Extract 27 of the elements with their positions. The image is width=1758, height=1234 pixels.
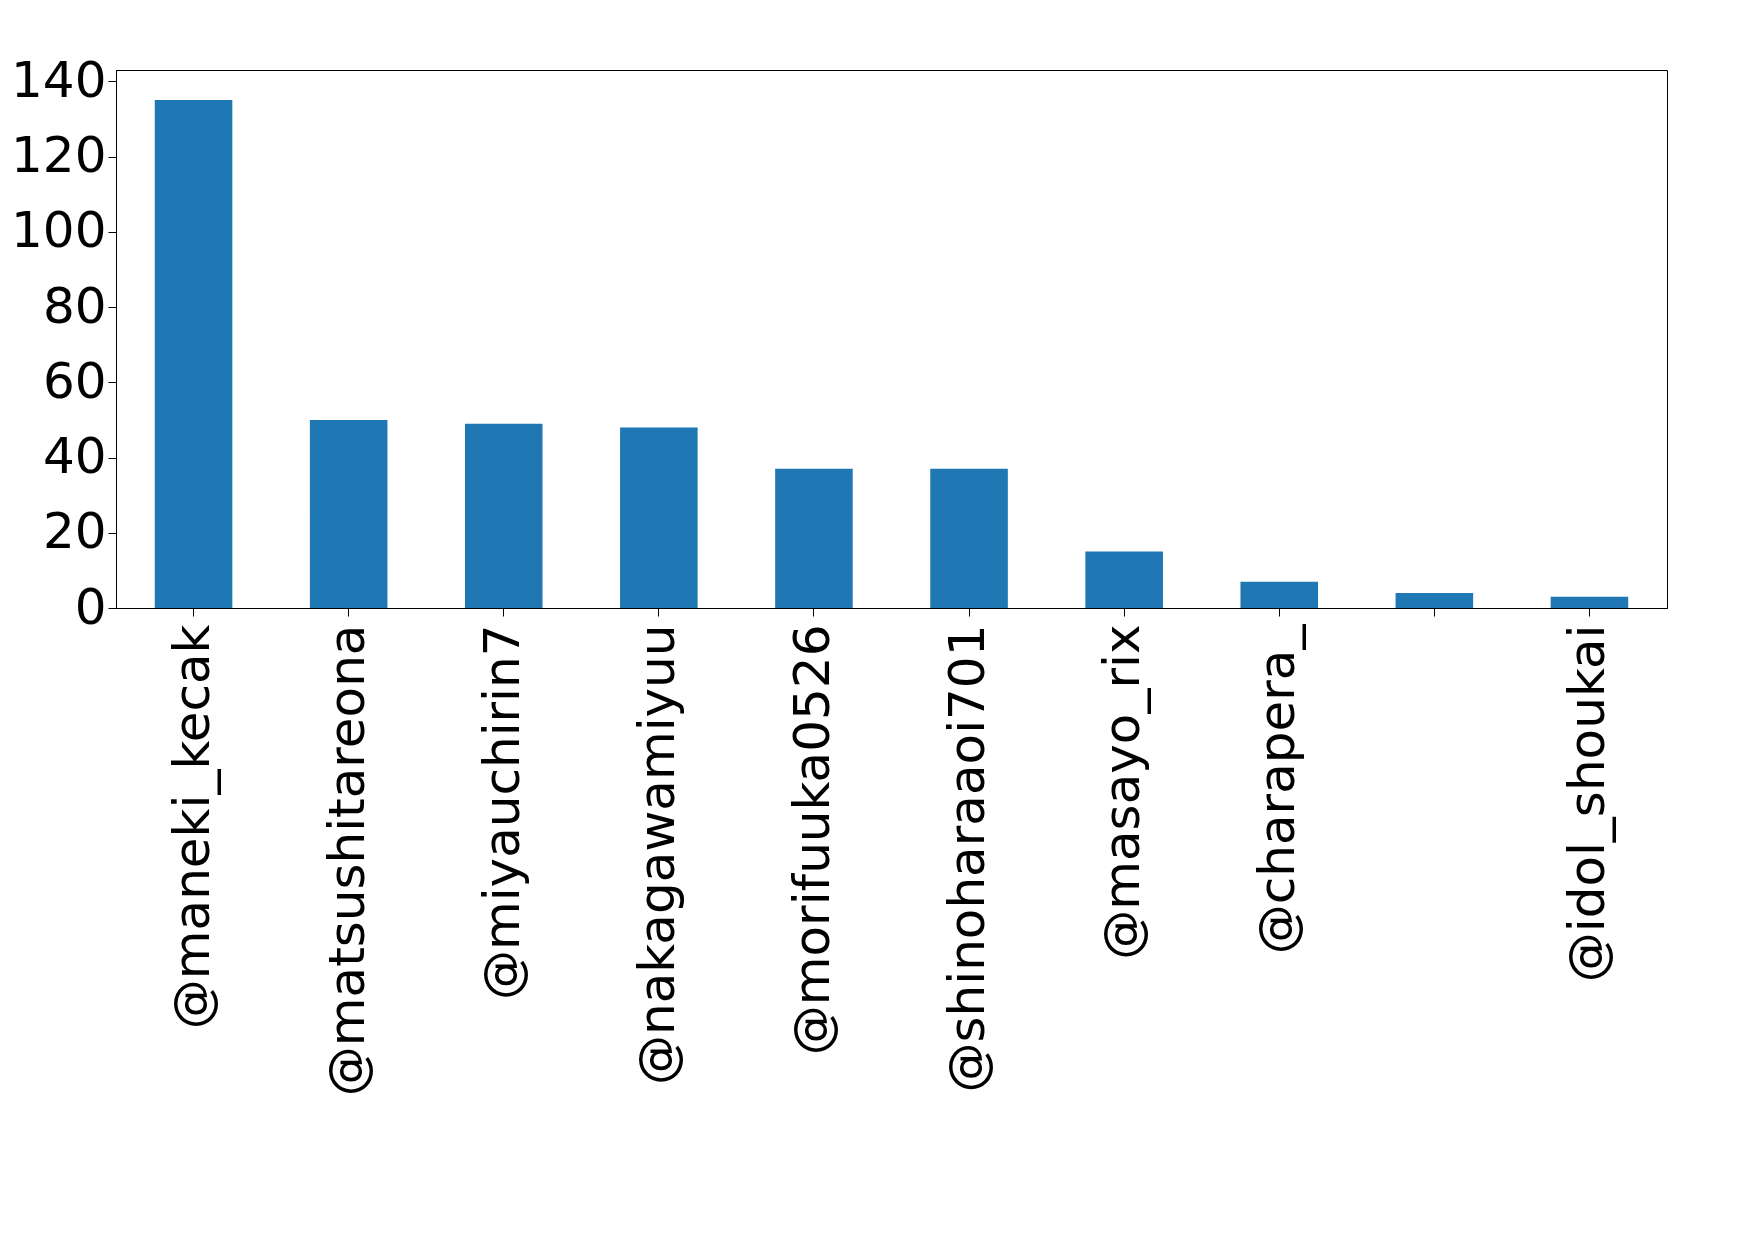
bar (1240, 581, 1319, 608)
bar (464, 423, 543, 608)
x-tick-label: @idol_shoukai (1558, 624, 1617, 983)
y-tick-label: 140 (11, 50, 107, 109)
x-tick-label: @nakagawamiyuu (627, 624, 686, 1086)
bar (1085, 551, 1163, 608)
x-tick-label: @charapera_ (1248, 623, 1307, 955)
bar (620, 427, 698, 608)
bar (775, 468, 853, 608)
y-tick-label: 40 (42, 427, 107, 486)
x-tick-label: @masayo_rix (1093, 624, 1152, 960)
x-tick-label: @maneki_kecak (162, 624, 221, 1030)
x-tick-label: @shinoharaaoi701 (938, 624, 997, 1093)
bar (154, 100, 233, 608)
y-tick-label: 100 (11, 201, 107, 260)
bar (1395, 592, 1474, 608)
y-tick-label: 0 (74, 577, 107, 636)
bar (930, 468, 1008, 608)
y-tick-label: 80 (42, 276, 107, 335)
x-tick-label: @morifuuka0526 (782, 624, 841, 1056)
x-tick-label: @miyauchirin7 (472, 624, 531, 1001)
x-tick-label: @matsushitareona (317, 624, 376, 1097)
y-tick-label: 120 (11, 126, 107, 185)
y-tick-label: 20 (42, 502, 107, 561)
bar (1550, 596, 1629, 608)
y-tick-label: 60 (42, 351, 107, 410)
bar (309, 419, 388, 608)
